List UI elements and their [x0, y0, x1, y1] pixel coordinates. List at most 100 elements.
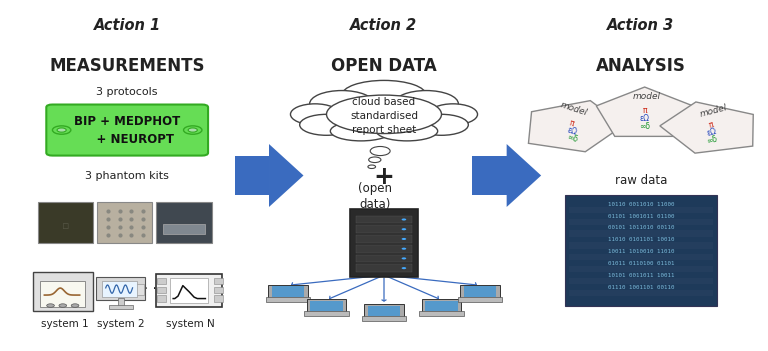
FancyBboxPatch shape — [137, 284, 144, 296]
FancyBboxPatch shape — [266, 297, 310, 302]
Text: 3 phantom kits: 3 phantom kits — [85, 171, 169, 180]
FancyBboxPatch shape — [364, 304, 404, 318]
Text: system 1: system 1 — [41, 319, 88, 329]
Ellipse shape — [415, 114, 468, 135]
FancyBboxPatch shape — [157, 274, 222, 307]
Polygon shape — [596, 87, 693, 137]
Circle shape — [402, 248, 406, 250]
FancyBboxPatch shape — [157, 202, 211, 244]
FancyBboxPatch shape — [569, 290, 713, 296]
Text: π: π — [568, 118, 575, 128]
FancyBboxPatch shape — [109, 305, 134, 309]
Text: cloud based
standardised
report sheet: cloud based standardised report sheet — [350, 97, 418, 135]
FancyBboxPatch shape — [458, 297, 502, 302]
Circle shape — [402, 218, 406, 220]
Text: 3 protocols: 3 protocols — [97, 87, 158, 97]
FancyBboxPatch shape — [368, 306, 400, 316]
Text: π: π — [708, 120, 715, 130]
Text: εΩ: εΩ — [566, 125, 578, 137]
FancyBboxPatch shape — [356, 216, 412, 223]
Text: 10110 0011010 11000: 10110 0011010 11000 — [607, 202, 674, 207]
Text: raw data: raw data — [614, 174, 667, 187]
Ellipse shape — [394, 91, 458, 117]
FancyBboxPatch shape — [98, 202, 153, 244]
Ellipse shape — [330, 121, 392, 141]
FancyBboxPatch shape — [310, 301, 343, 311]
FancyBboxPatch shape — [272, 286, 304, 297]
FancyBboxPatch shape — [46, 105, 208, 155]
FancyBboxPatch shape — [569, 242, 713, 249]
Ellipse shape — [342, 80, 426, 110]
FancyBboxPatch shape — [214, 287, 223, 293]
FancyBboxPatch shape — [425, 301, 458, 311]
FancyBboxPatch shape — [419, 311, 464, 316]
Text: 01101 1001011 01100: 01101 1001011 01100 — [607, 213, 674, 219]
Ellipse shape — [300, 85, 468, 144]
Ellipse shape — [290, 104, 339, 125]
Circle shape — [402, 267, 406, 269]
Text: 10101 0011011 10011: 10101 0011011 10011 — [607, 273, 674, 278]
Text: ANALYSIS: ANALYSIS — [596, 57, 686, 75]
FancyBboxPatch shape — [356, 254, 412, 262]
Circle shape — [402, 228, 406, 230]
FancyBboxPatch shape — [164, 224, 204, 234]
FancyBboxPatch shape — [304, 311, 349, 316]
FancyBboxPatch shape — [356, 264, 412, 272]
Polygon shape — [660, 102, 753, 153]
FancyBboxPatch shape — [102, 281, 137, 297]
Circle shape — [188, 128, 197, 132]
Circle shape — [57, 128, 66, 132]
Text: +: + — [373, 165, 395, 189]
FancyBboxPatch shape — [96, 277, 145, 300]
Ellipse shape — [429, 104, 478, 125]
Polygon shape — [528, 101, 624, 152]
FancyBboxPatch shape — [569, 278, 713, 284]
FancyBboxPatch shape — [569, 230, 713, 237]
Text: system N: system N — [166, 319, 214, 329]
Text: OPEN DATA: OPEN DATA — [331, 57, 437, 75]
Text: (open
data): (open data) — [358, 182, 392, 211]
Circle shape — [59, 304, 67, 307]
FancyBboxPatch shape — [569, 207, 713, 213]
FancyBboxPatch shape — [362, 316, 406, 321]
Text: 00101 1011010 00110: 00101 1011010 00110 — [607, 225, 674, 231]
FancyBboxPatch shape — [214, 278, 223, 284]
Ellipse shape — [326, 95, 442, 133]
FancyBboxPatch shape — [356, 235, 412, 243]
Text: Action 3: Action 3 — [607, 18, 674, 33]
FancyBboxPatch shape — [157, 278, 167, 284]
Text: 01011 0110100 01101: 01011 0110100 01101 — [607, 261, 674, 266]
Circle shape — [370, 146, 390, 155]
FancyBboxPatch shape — [422, 299, 462, 313]
FancyBboxPatch shape — [214, 296, 223, 302]
Text: π: π — [642, 106, 647, 115]
Text: Action 2: Action 2 — [350, 18, 418, 33]
Polygon shape — [507, 144, 541, 207]
FancyBboxPatch shape — [118, 298, 124, 306]
FancyBboxPatch shape — [464, 286, 496, 297]
Text: model: model — [699, 103, 728, 119]
Text: system 2: system 2 — [98, 319, 145, 329]
Text: model: model — [559, 100, 589, 118]
Polygon shape — [269, 144, 303, 207]
Circle shape — [402, 257, 406, 259]
Text: BIP + MEDPHOT
    + NEUROPT: BIP + MEDPHOT + NEUROPT — [74, 114, 180, 146]
Text: model: model — [633, 92, 661, 101]
Circle shape — [184, 126, 202, 134]
FancyBboxPatch shape — [569, 254, 713, 260]
Ellipse shape — [376, 121, 438, 141]
Text: ∞δ: ∞δ — [565, 132, 578, 144]
FancyBboxPatch shape — [157, 287, 167, 293]
Text: εΩ: εΩ — [640, 114, 650, 123]
Circle shape — [52, 126, 71, 134]
Text: ∞δ: ∞δ — [705, 134, 718, 146]
Text: 10011 1010010 11010: 10011 1010010 11010 — [607, 249, 674, 254]
Ellipse shape — [300, 114, 353, 135]
FancyBboxPatch shape — [157, 296, 167, 302]
FancyBboxPatch shape — [350, 209, 418, 277]
Text: ∞δ: ∞δ — [639, 122, 650, 131]
FancyBboxPatch shape — [460, 285, 500, 299]
FancyBboxPatch shape — [472, 156, 507, 195]
FancyBboxPatch shape — [40, 281, 85, 307]
Text: 01110 1001101 00110: 01110 1001101 00110 — [607, 285, 674, 290]
